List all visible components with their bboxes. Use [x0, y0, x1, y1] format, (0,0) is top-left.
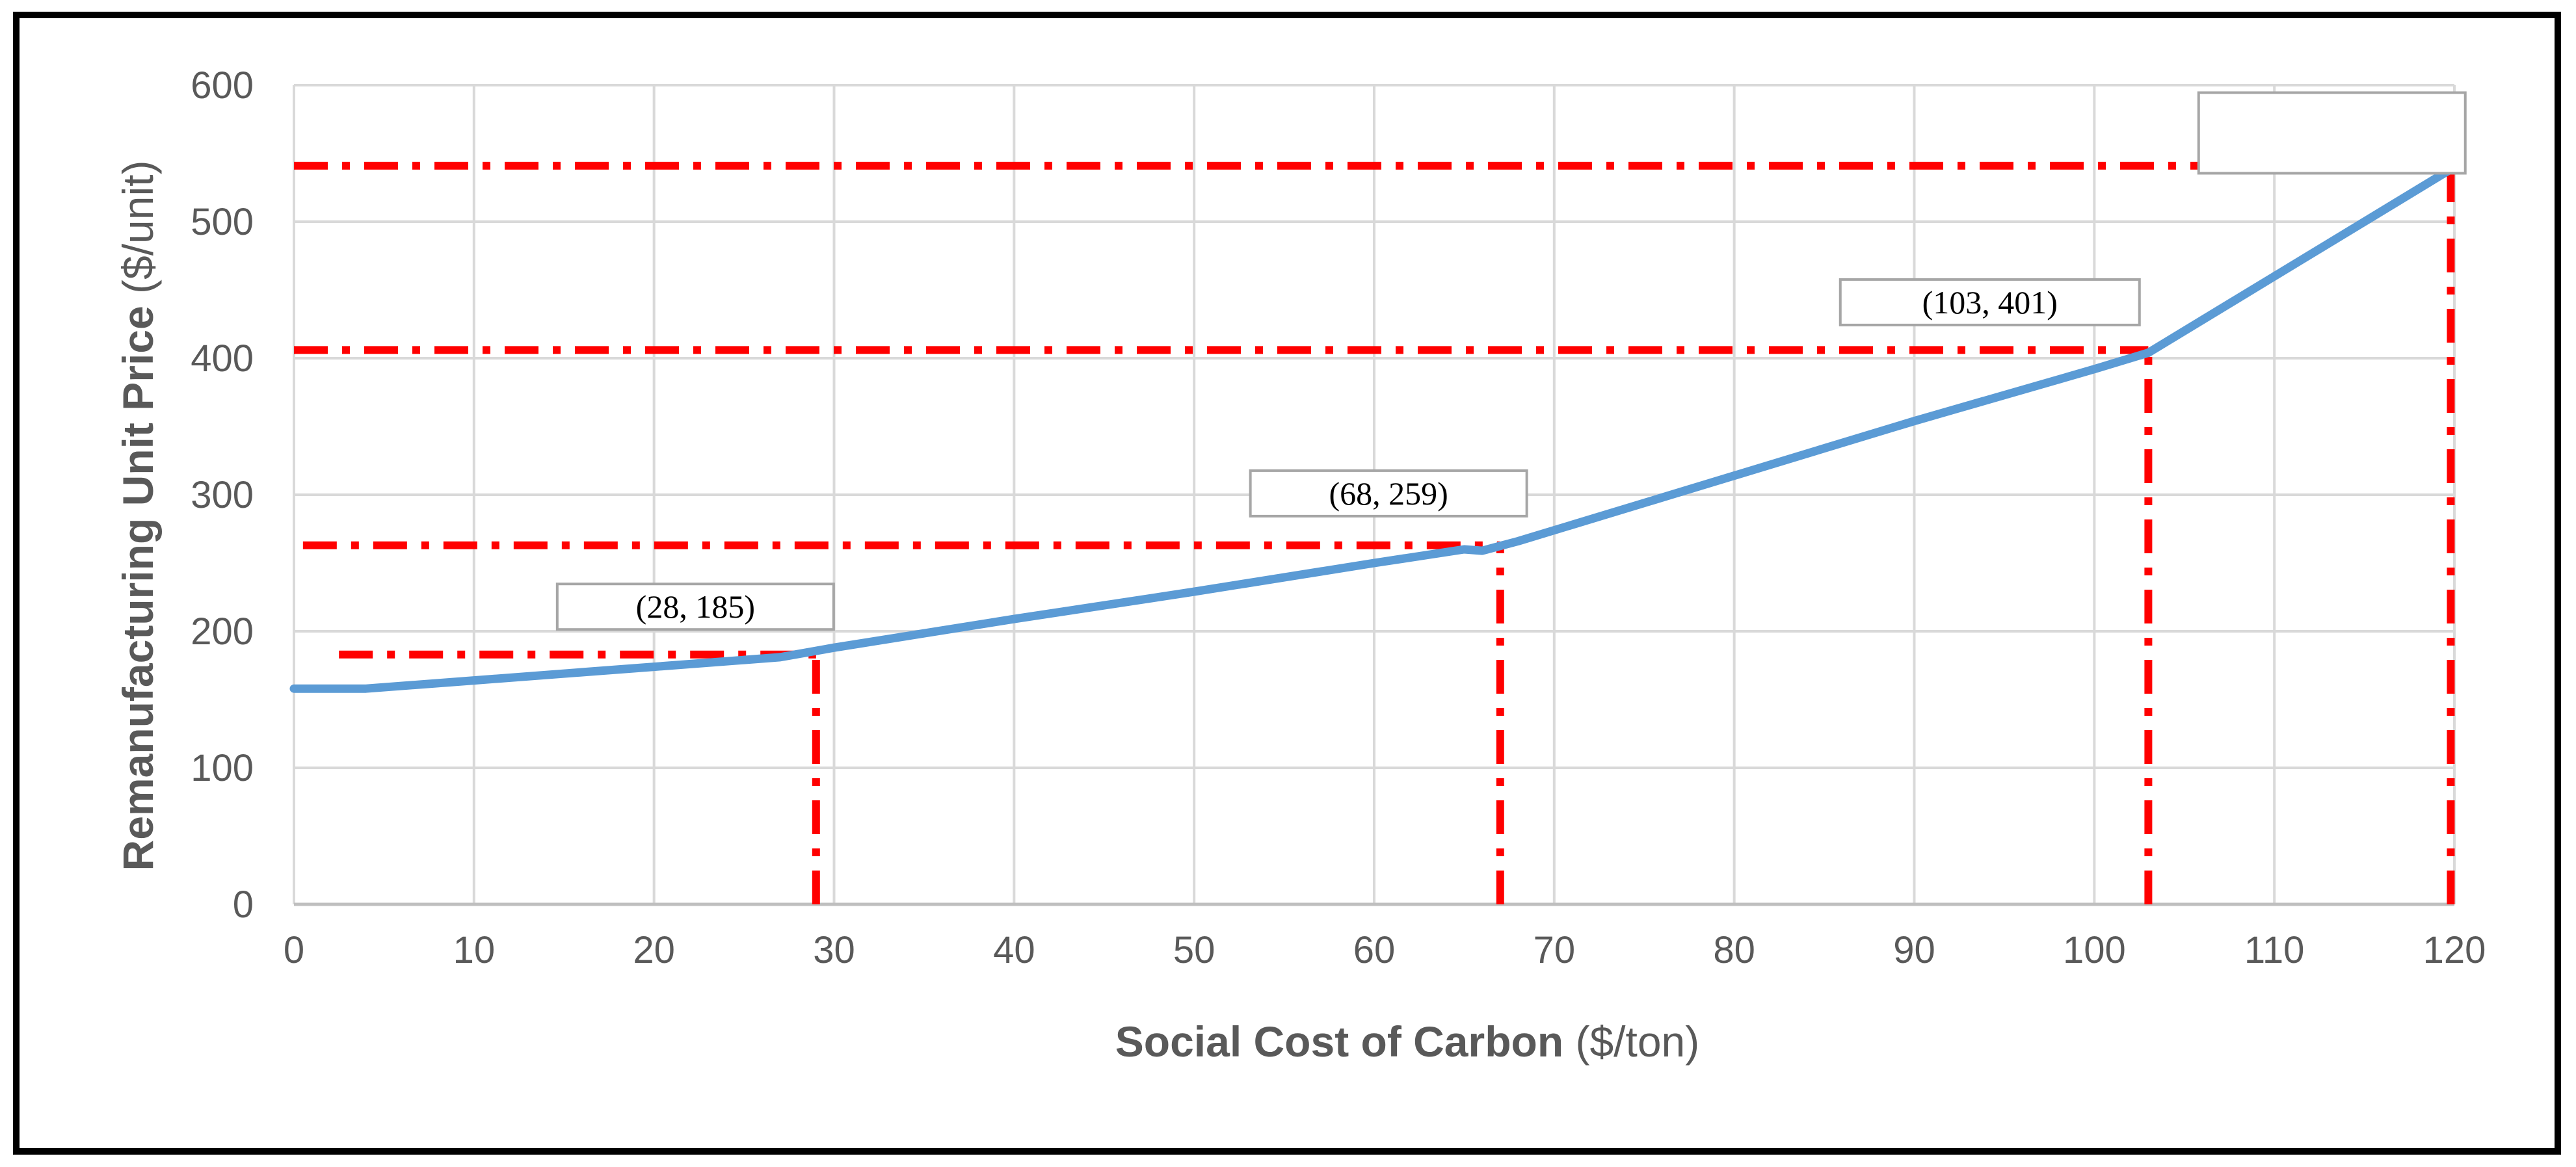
- y-tick-label-300: 300: [191, 474, 254, 516]
- reference-lines: [294, 161, 2455, 904]
- x-tick-label-70: 70: [1534, 929, 1576, 971]
- annotation-1: (28, 185): [555, 583, 835, 631]
- annotation-label-1: (28, 185): [636, 588, 755, 625]
- chart-frame: 0 100 200 300 400 500 600 0 10 20 30 40 50 60 70 80 90 1…: [13, 12, 2561, 1155]
- x-tick-label-90: 90: [1893, 929, 1935, 971]
- y-tick-label-200: 200: [191, 610, 254, 653]
- y-tick-label-100: 100: [191, 747, 254, 789]
- annotation-2: (68, 259): [1249, 469, 1528, 518]
- x-tick-label-60: 60: [1353, 929, 1396, 971]
- x-tick-label-120: 120: [2423, 929, 2486, 971]
- line-chart: 0 100 200 300 400 500 600 0 10 20 30 40 50 60 70 80 90 1…: [114, 64, 2486, 1066]
- x-tick-label-80: 80: [1713, 929, 1755, 971]
- x-tick-label-0: 0: [284, 929, 304, 971]
- annotation-box-4: [2197, 91, 2467, 175]
- y-axis-title-unit: ($/unit): [114, 161, 162, 306]
- annotation-4: [2197, 91, 2467, 175]
- annotations: (28, 185) (68, 259) (103, 401): [555, 91, 2467, 631]
- x-axis-title: Social Cost of Carbon ($/ton): [1115, 1017, 1699, 1066]
- x-tick-labels: 0 10 20 30 40 50 60 70 80 90 100 110 120: [284, 929, 2486, 971]
- y-axis-title-main: Remanufacturing Unit Price: [114, 306, 162, 871]
- y-tick-labels: 0 100 200 300 400 500 600: [191, 64, 254, 926]
- data-series: [289, 163, 2459, 693]
- y-tick-label-0: 0: [233, 884, 254, 926]
- y-tick-label-500: 500: [191, 201, 254, 243]
- x-tick-label-110: 110: [2244, 929, 2304, 971]
- x-tick-label-50: 50: [1173, 929, 1215, 971]
- annotation-3: (103, 401): [1839, 278, 2141, 326]
- annotation-box-3: [1839, 278, 2141, 326]
- x-tick-label-20: 20: [633, 929, 675, 971]
- annotation-box-2: [1249, 469, 1528, 518]
- annotation-box-1: [555, 583, 835, 631]
- annotation-label-3: (103, 401): [1922, 284, 2058, 321]
- x-tick-label-10: 10: [453, 929, 496, 971]
- annotation-label-2: (68, 259): [1329, 475, 1448, 512]
- x-tick-label-30: 30: [813, 929, 855, 971]
- x-axis-title-unit: ($/ton): [1563, 1017, 1699, 1066]
- x-axis-title-main: Social Cost of Carbon: [1115, 1017, 1563, 1066]
- x-tick-label-100: 100: [2063, 929, 2126, 971]
- series-line-1: [289, 163, 2459, 693]
- y-axis-title: Remanufacturing Unit Price ($/unit): [114, 161, 162, 871]
- x-tick-label-40: 40: [993, 929, 1035, 971]
- y-tick-label-600: 600: [191, 64, 254, 107]
- y-tick-label-400: 400: [191, 337, 254, 380]
